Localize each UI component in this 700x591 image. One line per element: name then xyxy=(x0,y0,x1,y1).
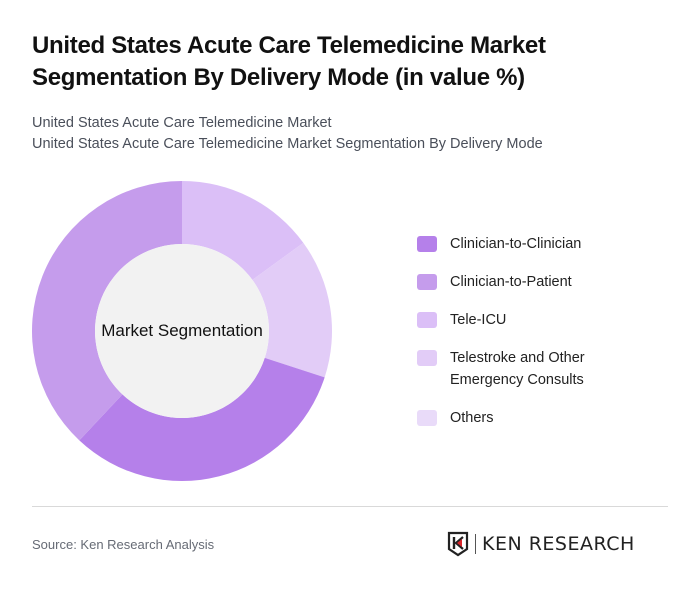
legend-label: Clinician-to-Patient xyxy=(450,274,572,290)
donut-slice-telestroke-and-other-emergency-consults xyxy=(252,242,332,378)
legend-swatch xyxy=(417,350,437,366)
legend-swatch xyxy=(417,410,437,426)
ken-research-shield-icon xyxy=(447,531,469,557)
legend-item-others: Others xyxy=(417,407,677,429)
subtitle-line-1: United States Acute Care Telemedicine Ma… xyxy=(32,115,332,131)
logo-text: KEN RESEARCH xyxy=(482,533,635,555)
legend-swatch xyxy=(417,312,437,328)
legend-item-clinician-to-clinician: Clinician-to-Clinician xyxy=(417,233,677,255)
source-note: Source: Ken Research Analysis xyxy=(32,537,215,552)
donut-slice-tele-icu xyxy=(182,181,304,280)
legend-item-tele-icu: Tele-ICU xyxy=(417,309,677,331)
chart-legend: Clinician-to-Clinician Clinician-to-Pati… xyxy=(417,233,677,445)
subtitle-line-2: United States Acute Care Telemedicine Ma… xyxy=(32,136,543,152)
donut-center-label: Market Segmentation xyxy=(101,321,263,340)
ken-research-logo: KEN RESEARCH xyxy=(447,530,635,558)
footer-divider xyxy=(32,506,668,507)
legend-label: Telestroke and Other Emergency Consults xyxy=(450,350,585,388)
legend-label: Others xyxy=(450,410,494,426)
donut-slice-clinician-to-patient xyxy=(31,181,183,441)
donut-svg xyxy=(31,181,332,482)
legend-label: Tele-ICU xyxy=(450,312,507,328)
legend-item-telestroke: Telestroke and Other Emergency Consults xyxy=(417,347,677,391)
donut-hole xyxy=(95,244,269,418)
legend-label: Clinician-to-Clinician xyxy=(450,236,582,252)
donut-chart: Market Segmentation xyxy=(0,170,365,495)
chart-title: United States Acute Care Telemedicine Ma… xyxy=(32,32,546,91)
donut-slice-clinician-to-clinician xyxy=(79,357,325,482)
legend-swatch xyxy=(417,236,437,252)
chart-subtitle: United States Acute Care Telemedicine Ma… xyxy=(32,113,543,155)
legend-swatch xyxy=(417,274,437,290)
legend-item-clinician-to-patient: Clinician-to-Patient xyxy=(417,271,677,293)
logo-separator xyxy=(475,534,476,554)
